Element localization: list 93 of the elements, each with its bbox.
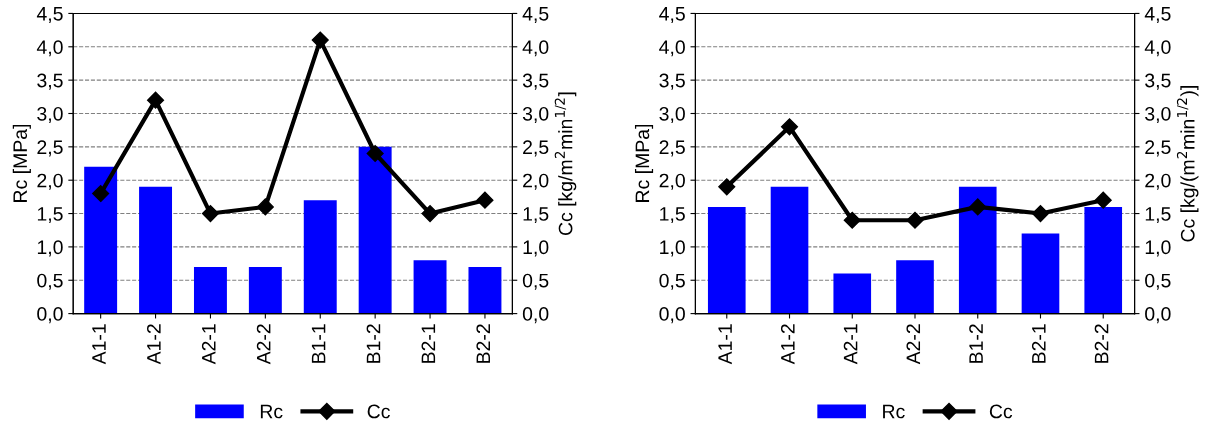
y2-tick-label: 4,5	[1144, 7, 1171, 23]
point	[366, 144, 384, 163]
legend-label: Cc	[367, 404, 390, 419]
x-tick-label: A2-2	[906, 324, 921, 365]
point	[256, 198, 274, 216]
y2-tick-label: 1,0	[1145, 240, 1171, 257]
y-tick-label: 0,0	[659, 307, 685, 324]
y-tick-label: 0,5	[37, 273, 63, 290]
y2-tick-label: 3,5	[1145, 73, 1171, 90]
bar	[468, 266, 502, 314]
bar	[958, 186, 997, 314]
point	[311, 31, 329, 49]
y-tick-label: 4,0	[36, 40, 63, 57]
y-tick-label: 3,5	[37, 73, 63, 90]
x-tick-label: A2-1	[201, 324, 216, 365]
x-tick-label: B2-1	[421, 324, 436, 363]
y2-tick-label: 3,0	[522, 106, 549, 124]
x-tick-label: B2-1	[1031, 324, 1046, 363]
x-tick-label: B2-2	[1094, 324, 1109, 363]
y2-tick-label: 2,0	[523, 173, 549, 190]
y2-tick-label: 0,0	[522, 307, 549, 324]
legend-label: Cc	[989, 404, 1013, 419]
y2-tick-label: 1,5	[1145, 207, 1171, 224]
y-tick-label: 3,0	[37, 106, 63, 124]
y2-axis-title: Cc [kg/(m$^{2}$min$^{1/2}$)]	[1176, 86, 1199, 242]
bar	[358, 146, 392, 314]
y-axis-title: Rc [MPa]	[12, 124, 31, 202]
point	[843, 211, 861, 229]
y-tick-label: 2,5	[659, 140, 685, 157]
x-tick-label: A1-1	[718, 324, 732, 365]
y-axis-title: Rc [MPa]	[634, 124, 654, 202]
bar	[139, 186, 173, 314]
y2-tick-label: 4,5	[522, 7, 549, 23]
y-tick-label: 2,5	[37, 140, 63, 157]
y-tick-label: 2,0	[37, 173, 63, 190]
bar	[707, 206, 746, 314]
y-tick-label: 2,0	[659, 173, 685, 190]
point	[1031, 204, 1050, 223]
y2-tick-label: 0,5	[522, 273, 549, 290]
point	[718, 178, 736, 196]
y-tick-label: 1,0	[37, 240, 63, 257]
y-tick-label: 3,0	[659, 106, 685, 124]
legend-label: Rc	[260, 404, 283, 419]
legend-label: Rc	[883, 404, 905, 419]
bar	[770, 186, 809, 314]
y-tick-label: 4,5	[36, 7, 63, 23]
bar	[193, 266, 227, 314]
y-tick-label: 1,0	[660, 240, 685, 257]
y2-tick-label: 2,0	[1145, 173, 1171, 190]
x-tick-label: B1-1	[311, 324, 326, 363]
bar	[1084, 206, 1123, 314]
bar	[833, 273, 872, 314]
x-tick-label: A2-1	[843, 324, 858, 365]
y-tick-label: 3,5	[659, 73, 685, 90]
y-tick-label: 0,5	[659, 273, 685, 290]
y-tick-label: 4,0	[659, 40, 685, 57]
bar	[303, 200, 337, 314]
x-tick-label: A2-2	[256, 324, 271, 365]
y-tick-label: 4,5	[659, 7, 685, 23]
y2-axis-title: Cc [kg/m$^{2}$min$^{1/2}$]	[554, 92, 577, 236]
y2-tick-label: 2,5	[1145, 140, 1171, 157]
bar	[413, 260, 447, 314]
bar	[896, 260, 934, 314]
bar	[84, 166, 118, 314]
point	[780, 118, 799, 136]
y2-tick-label: 0,5	[1145, 273, 1171, 290]
point	[92, 184, 110, 203]
y2-tick-label: 4,0	[1144, 40, 1171, 57]
x-tick-label: B1-2	[366, 324, 381, 363]
bar	[1021, 233, 1060, 314]
x-tick-label: B1-2	[969, 324, 983, 363]
point	[906, 211, 924, 229]
point	[201, 204, 220, 223]
point	[421, 204, 439, 223]
y-tick-label: 0,0	[37, 307, 63, 324]
y-tick-label: 1,5	[660, 207, 685, 224]
y2-tick-label: 2,5	[523, 140, 549, 157]
y2-tick-label: 3,5	[522, 73, 549, 90]
point	[476, 191, 494, 209]
y2-tick-label: 3,0	[1145, 106, 1171, 124]
x-tick-label: A1-2	[147, 324, 161, 365]
point	[1094, 191, 1112, 209]
x-tick-label: B2-2	[476, 324, 490, 363]
y2-tick-label: 1,0	[523, 240, 549, 257]
point	[969, 198, 987, 216]
y2-tick-label: 0,0	[1145, 307, 1171, 324]
y2-tick-label: 1,5	[523, 207, 549, 224]
x-tick-label: A1-2	[780, 324, 795, 365]
y2-tick-label: 4,0	[522, 40, 549, 57]
x-tick-label: A1-1	[92, 324, 106, 365]
y-tick-label: 1,5	[37, 207, 63, 224]
bar	[248, 266, 282, 314]
point	[146, 91, 165, 109]
